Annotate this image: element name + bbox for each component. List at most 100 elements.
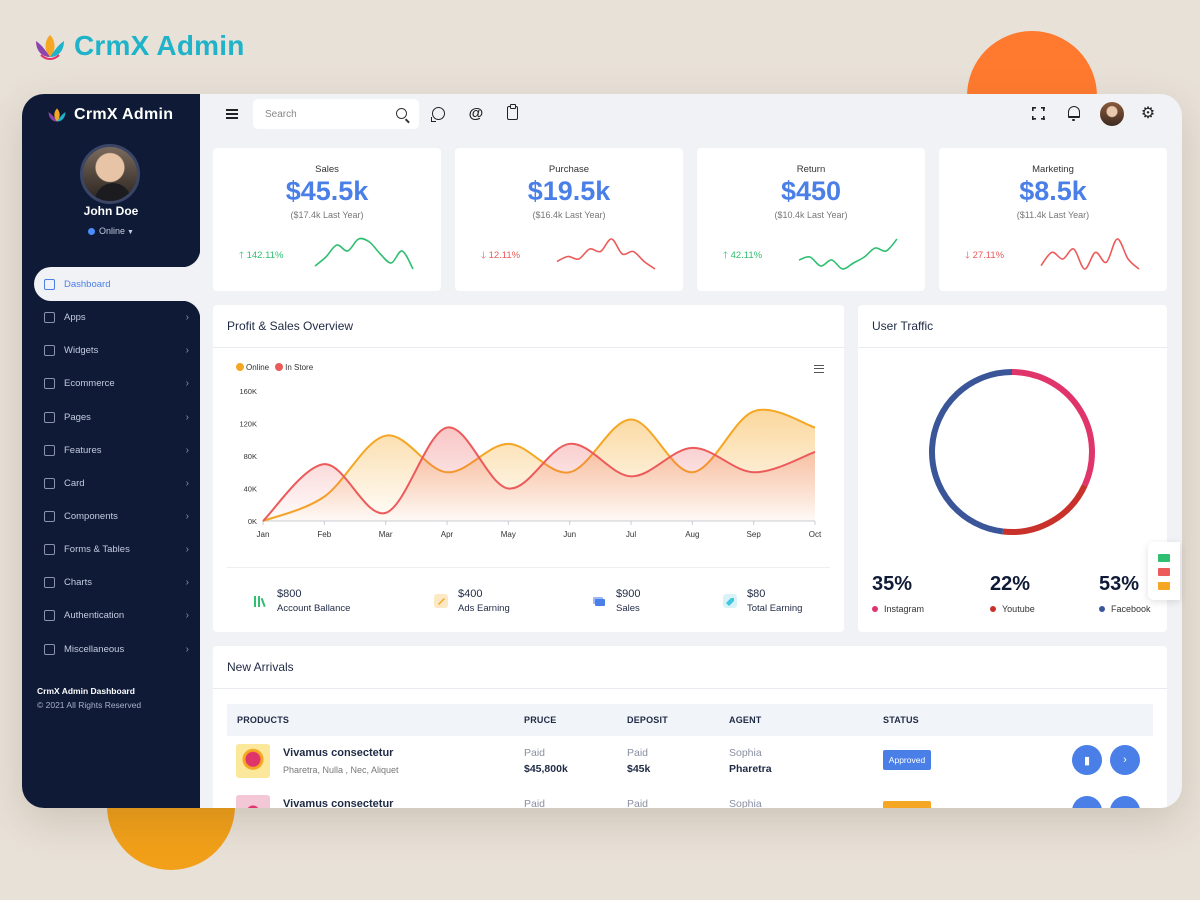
stat-value: $45.5k	[285, 176, 369, 206]
settings-side-tab[interactable]	[1148, 542, 1180, 600]
stat-change: 🡓 27.11%	[965, 250, 1005, 261]
menu-toggle-icon[interactable]	[226, 109, 238, 119]
product-tags: Pharetra, Nulla , Nec, Aliquet	[283, 765, 399, 775]
arrow-down-icon: 🡓	[965, 250, 973, 261]
x-tick-label: Aug	[685, 530, 699, 539]
table-header: PRODUCTS PRUCE DEPOSIT AGENT STATUS	[227, 704, 1153, 736]
stat-card-marketing: Marketing $8.5k ($11.4k Last Year) 🡓 27.…	[939, 148, 1167, 291]
donut-segment[interactable]	[1002, 483, 1088, 535]
chevron-right-icon: ›	[185, 477, 189, 489]
stat-change: 🡑 42.11%	[723, 250, 763, 261]
bookmark-button[interactable]	[1072, 796, 1102, 808]
card-title: User Traffic	[872, 319, 934, 333]
sidebar-brand[interactable]: CrmX Admin	[46, 106, 173, 124]
donut-segment[interactable]	[929, 369, 1013, 535]
at-icon[interactable]: @	[468, 104, 484, 122]
y-tick-label: 40K	[244, 485, 257, 494]
sparkline	[556, 238, 656, 270]
sidebar-item-ecommerce[interactable]: Ecommerce ›	[44, 374, 189, 392]
summary-label: Total Earning	[747, 603, 803, 614]
folder-icon	[1158, 582, 1170, 590]
user-avatar[interactable]	[80, 144, 140, 204]
sidebar-item-label: Widgets	[64, 344, 99, 356]
header-avatar[interactable]	[1100, 102, 1124, 126]
sidebar-item-label: Dashboard	[64, 278, 111, 290]
card-stack-icon	[593, 597, 605, 606]
sidebar-item-miscellaneous[interactable]: Miscellaneous ›	[44, 640, 189, 658]
stat-title: Sales	[315, 164, 339, 175]
traffic-stat-instagram: 35% Instagram	[872, 573, 924, 614]
stat-last-year: ($11.4k Last Year)	[1016, 210, 1090, 220]
traffic-value: 53%	[1099, 573, 1140, 595]
chart-menu-icon[interactable]	[814, 365, 824, 373]
user-status-dropdown[interactable]: Online ▼	[22, 226, 200, 236]
bookmark-button[interactable]: ▮	[1072, 745, 1102, 775]
deposit-value: $45k	[627, 763, 651, 775]
gear-icon[interactable]: ⚙	[1140, 105, 1156, 122]
table-row[interactable]: Vivamus consectetur Pharetra, Nulla , Ne…	[227, 736, 1153, 786]
new-arrivals-card: New Arrivals PRODUCTS PRUCE DEPOSIT AGEN…	[213, 646, 1167, 808]
next-button[interactable]: ›	[1110, 745, 1140, 775]
summary-account-balance: $800 Account Ballance	[253, 588, 350, 614]
tag-icon	[723, 594, 737, 608]
x-tick-label: May	[501, 530, 516, 539]
traffic-label: Youtube	[990, 604, 1035, 614]
column-header-agent[interactable]: AGENT	[729, 715, 762, 725]
search-input[interactable]	[253, 99, 383, 129]
stat-title: Return	[796, 164, 826, 175]
clipboard-icon[interactable]	[507, 104, 518, 120]
card-title: Profit & Sales Overview	[227, 319, 354, 333]
sidebar-item-dashboard[interactable]: Dashboard	[44, 275, 189, 293]
product-name[interactable]: Vivamus consectetur	[283, 747, 394, 759]
x-tick-label: Mar	[379, 530, 393, 539]
divider	[213, 688, 1167, 689]
column-header-deposit[interactable]: DEPOSIT	[627, 715, 668, 725]
eye-icon	[44, 510, 55, 522]
sidebar-item-forms-tables[interactable]: Forms & Tables ›	[44, 540, 189, 558]
chat-icon[interactable]	[431, 107, 445, 122]
sidebar-item-features[interactable]: Features ›	[44, 441, 189, 459]
column-header-products[interactable]: PRODUCTS	[237, 715, 290, 725]
stat-last-year: ($16.4k Last Year)	[532, 210, 606, 220]
sidebar-item-card[interactable]: Card ›	[44, 474, 189, 492]
grid-icon	[44, 311, 55, 323]
arrow-up-icon: 🡑	[239, 250, 247, 261]
sidebar-item-label: Charts	[64, 576, 92, 588]
user-name: John Doe	[83, 204, 139, 218]
legend-item-online[interactable]: Online	[236, 363, 269, 372]
stat-card-purchase: Purchase $19.5k ($16.4k Last Year) 🡓 12.…	[455, 148, 683, 291]
sidebar-item-label: Components	[64, 510, 118, 522]
profit-sales-card: Profit & Sales Overview Online In Store …	[213, 305, 844, 632]
sidebar-brand-name: CrmX Admin	[74, 106, 174, 123]
legend-dot	[872, 606, 878, 612]
traffic-stat-youtube: 22% Youtube	[990, 573, 1035, 614]
sidebar-item-widgets[interactable]: Widgets ›	[44, 341, 189, 359]
sidebar-item-charts[interactable]: Charts ›	[44, 573, 189, 591]
fullscreen-icon[interactable]	[1032, 107, 1045, 120]
sidebar-item-authentication[interactable]: Authentication ›	[44, 606, 189, 624]
summary-value: $400	[458, 588, 483, 600]
sidebar-item-components[interactable]: Components ›	[44, 507, 189, 525]
traffic-stat-facebook: 53% Facebook	[1099, 573, 1151, 614]
product-name[interactable]: Vivamus consectetur	[283, 798, 394, 808]
column-header-price[interactable]: PRUCE	[524, 715, 557, 725]
image-icon	[1158, 568, 1170, 576]
next-button[interactable]	[1110, 796, 1140, 808]
lotus-icon	[48, 108, 66, 122]
pencil-icon	[434, 594, 448, 608]
legend-item-in-store[interactable]: In Store	[275, 363, 313, 372]
status-badge	[883, 801, 931, 808]
sidebar-item-pages[interactable]: Pages ›	[44, 408, 189, 426]
edit-icon	[44, 344, 55, 356]
sidebar-item-label: Card	[64, 477, 85, 489]
y-tick-label: 160K	[239, 387, 257, 396]
sidebar-item-apps[interactable]: Apps ›	[44, 308, 189, 326]
bars-icon	[254, 596, 266, 608]
series-line	[262, 408, 816, 522]
table-row[interactable]: Vivamus consectetur Paid Paid Sophia	[227, 787, 1153, 808]
stat-value: $450	[780, 176, 842, 206]
column-header-status[interactable]: STATUS	[883, 715, 919, 725]
search-icon[interactable]	[396, 108, 407, 119]
bell-icon[interactable]	[1068, 106, 1080, 121]
donut-segment[interactable]	[1011, 369, 1095, 487]
